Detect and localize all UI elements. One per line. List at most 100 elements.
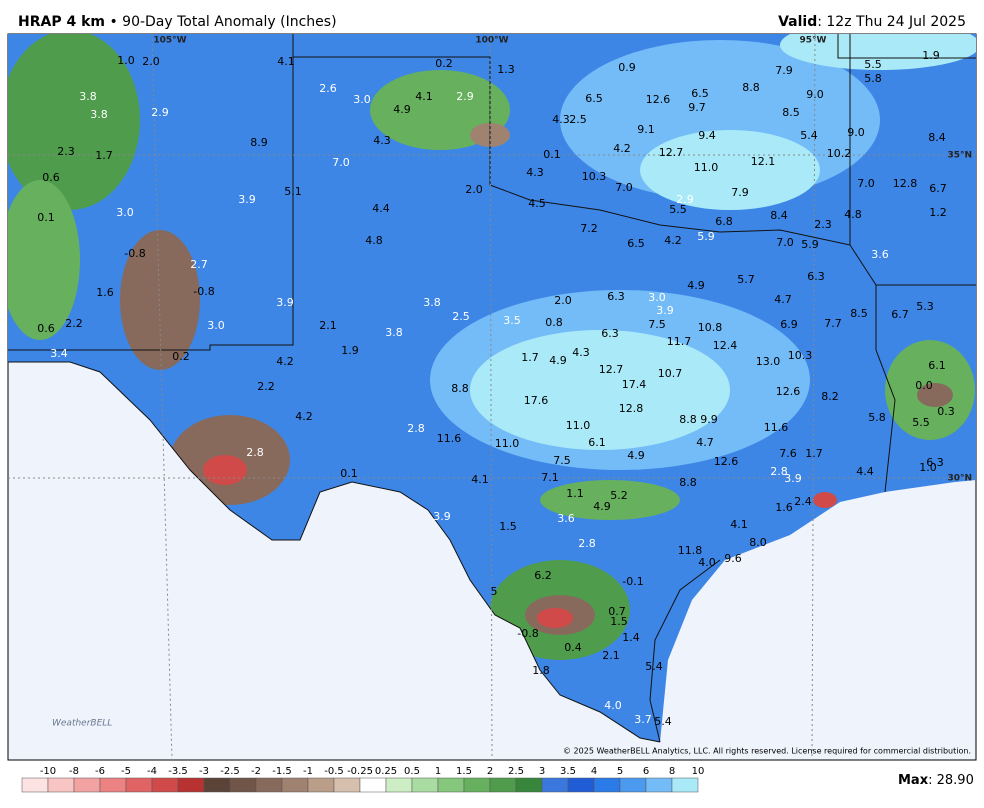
anomaly-label: 6.5 bbox=[691, 87, 709, 100]
anomaly-label: 0.0 bbox=[915, 379, 933, 392]
graticule-label: 100°W bbox=[475, 36, 508, 46]
anomaly-label: 8.8 bbox=[679, 413, 697, 426]
anomaly-label: 10.3 bbox=[788, 349, 813, 362]
anomaly-label: 4.4 bbox=[856, 465, 874, 478]
max-value: : 28.90 bbox=[928, 773, 974, 788]
anomaly-label: 0.9 bbox=[618, 61, 636, 74]
anomaly-label: 1.1 bbox=[566, 487, 584, 500]
anomaly-label: 9.0 bbox=[847, 126, 865, 139]
anomaly-label: 6.9 bbox=[780, 318, 798, 331]
anomaly-label: -0.8 bbox=[517, 627, 538, 640]
anomaly-label: 12.1 bbox=[751, 155, 776, 168]
anomaly-label: 2.9 bbox=[456, 90, 474, 103]
anomaly-label: 10.7 bbox=[658, 367, 683, 380]
anomaly-label: 6.1 bbox=[588, 436, 606, 449]
anomaly-label: 11.0 bbox=[566, 419, 591, 432]
legend-swatch bbox=[515, 777, 543, 793]
anomaly-label: 8.9 bbox=[250, 136, 268, 149]
anomaly-label: 9.0 bbox=[806, 88, 824, 101]
anomaly-label: 4.3 bbox=[552, 113, 570, 126]
anomaly-label: 10.8 bbox=[698, 321, 723, 334]
anomaly-label: 4.7 bbox=[774, 293, 792, 306]
anomaly-label: 5.1 bbox=[284, 185, 302, 198]
legend-label: 0.5 bbox=[404, 766, 420, 777]
legend-label: 3 bbox=[539, 766, 545, 777]
anomaly-label: 0.8 bbox=[545, 316, 563, 329]
anomaly-label: 2.3 bbox=[814, 218, 832, 231]
anomaly-label: 7.9 bbox=[731, 186, 749, 199]
legend-label: 1.5 bbox=[456, 766, 472, 777]
legend-swatch bbox=[21, 777, 49, 793]
anomaly-label: 4.4 bbox=[372, 202, 390, 215]
anomaly-label: 2.7 bbox=[190, 258, 208, 271]
anomaly-label: 4.2 bbox=[613, 142, 631, 155]
anomaly-label: 5.9 bbox=[697, 230, 715, 243]
legend-swatch bbox=[463, 777, 491, 793]
anomaly-label: 2.1 bbox=[602, 649, 620, 662]
anomaly-label: 5.2 bbox=[610, 489, 628, 502]
anomaly-label: 1.8 bbox=[532, 664, 550, 677]
anomaly-label: 4.3 bbox=[572, 346, 590, 359]
anomaly-label: 7.6 bbox=[779, 447, 797, 460]
legend-swatch bbox=[255, 777, 283, 793]
legend-label: -3 bbox=[199, 766, 209, 777]
anomaly-label: 0.2 bbox=[172, 350, 190, 363]
state-borders bbox=[8, 34, 976, 743]
anomaly-label: 1.7 bbox=[805, 447, 823, 460]
anomaly-label: 9.9 bbox=[700, 413, 718, 426]
anomaly-label: 12.8 bbox=[893, 177, 918, 190]
anomaly-label: 13.0 bbox=[756, 355, 781, 368]
anomaly-label: 9.4 bbox=[698, 129, 716, 142]
anomaly-label: 11.8 bbox=[678, 544, 703, 557]
legend-label: 8 bbox=[669, 766, 675, 777]
anomaly-label: 12.6 bbox=[646, 93, 671, 106]
valid-value: : 12z Thu 24 Jul 2025 bbox=[817, 14, 966, 30]
anomaly-label: 2.5 bbox=[452, 310, 470, 323]
anomaly-label: 1.7 bbox=[95, 149, 113, 162]
anomaly-label: 2.5 bbox=[569, 113, 587, 126]
legend-swatch bbox=[645, 777, 673, 793]
anomaly-label: 5.5 bbox=[912, 416, 930, 429]
separator: • bbox=[109, 14, 117, 30]
legend-label: -1.5 bbox=[272, 766, 292, 777]
anomaly-label: 3.5 bbox=[503, 314, 521, 327]
anomaly-label: 2.8 bbox=[770, 465, 788, 478]
anomaly-label: 0.6 bbox=[42, 171, 60, 184]
graticule-label: 30°N bbox=[947, 474, 972, 484]
anomaly-label: 1.6 bbox=[96, 286, 114, 299]
anomaly-label: 2.8 bbox=[246, 446, 264, 459]
legend-label: 1 bbox=[435, 766, 441, 777]
anomaly-label: 3.0 bbox=[207, 319, 225, 332]
anomaly-label: 6.5 bbox=[585, 92, 603, 105]
legend-swatch bbox=[411, 777, 439, 793]
legend-label: -4 bbox=[147, 766, 157, 777]
anomaly-label: 8.4 bbox=[928, 131, 946, 144]
anomaly-label: 6.5 bbox=[627, 237, 645, 250]
anomaly-label: 1.7 bbox=[521, 351, 539, 364]
anomaly-label: 12.7 bbox=[599, 363, 624, 376]
anomaly-label: 4.0 bbox=[698, 556, 716, 569]
anomaly-label: 0.1 bbox=[543, 148, 561, 161]
anomaly-label: 17.6 bbox=[524, 394, 549, 407]
anomaly-label: 3.6 bbox=[871, 248, 889, 261]
anomaly-label: 2.2 bbox=[65, 317, 83, 330]
anomaly-label: 2.3 bbox=[57, 145, 75, 158]
anomaly-label: 7.0 bbox=[776, 236, 794, 249]
anomaly-label: 10.2 bbox=[827, 147, 852, 160]
anomaly-label: 11.6 bbox=[437, 432, 462, 445]
anomaly-label: 4.9 bbox=[393, 103, 411, 116]
anomaly-label: 3.6 bbox=[557, 512, 575, 525]
graticule-label: 95°W bbox=[800, 36, 827, 46]
anomaly-label: 4.9 bbox=[627, 449, 645, 462]
anomaly-label: 5.9 bbox=[801, 238, 819, 251]
anomaly-label: 5.7 bbox=[737, 273, 755, 286]
anomaly-label: 9.1 bbox=[637, 123, 655, 136]
anomaly-label: 6.7 bbox=[891, 308, 909, 321]
header-left: HRAP 4 km • 90-Day Total Anomaly (Inches… bbox=[18, 14, 337, 30]
anomaly-label: 7.9 bbox=[775, 64, 793, 77]
anomaly-label: 8.0 bbox=[749, 536, 767, 549]
legend-label: -6 bbox=[95, 766, 105, 777]
anomaly-label: 3.8 bbox=[423, 296, 441, 309]
anomaly-label: 11.7 bbox=[667, 335, 692, 348]
anomaly-label: 3.0 bbox=[353, 93, 371, 106]
